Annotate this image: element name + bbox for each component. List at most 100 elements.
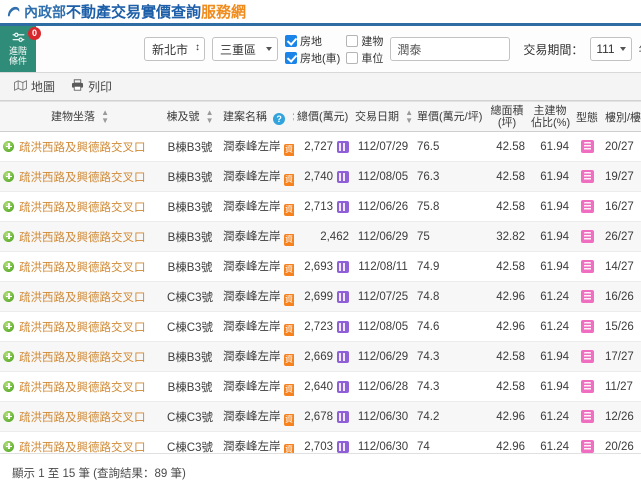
project-info-tag-icon[interactable]: 資 [283,353,294,366]
tab-map[interactable]: 地圖 [14,78,55,95]
expand-row-icon[interactable] [3,440,14,452]
results-table-container[interactable]: 建物坐落 ▲▼ 棟及號 ▲▼ 建案名稱 ? ▲▼ 總價(萬元) ▲▼ 交易日 [0,101,641,453]
col-header-address[interactable]: 建物坐落 ▲ ▼ [0,101,160,132]
cell-building-no: C棟C3號 [160,281,220,312]
table-row[interactable]: 疏洪西路及興德路交叉口 B棟B3號 潤泰峰左岸資 2,669 112/06/29 74.3… [0,341,641,372]
cell-address[interactable]: 疏洪西路及興德路交叉口 [0,341,160,372]
checkbox-building[interactable]: 建物 [346,33,383,49]
address-link[interactable]: 疏洪西路及興德路交叉口 [19,231,146,244]
col-header-project-name[interactable]: 建案名稱 ? ▲▼ [220,101,299,132]
cell-address[interactable]: 疏洪西路及興德路交叉口 [0,221,160,252]
tab-print-label: 列印 [88,80,113,94]
col-header-transaction-date[interactable]: 交易日期 ▲ ▼ [352,101,414,132]
col-header-type[interactable]: 型態 [572,101,602,132]
checkbox-house-land-box[interactable] [285,34,298,47]
project-info-tag-icon[interactable]: 資 [283,293,294,306]
cell-address[interactable]: 疏洪西路及興德路交叉口 [0,281,160,312]
advanced-conditions-button[interactable]: 進階 條件 0 [0,26,41,72]
project-info-tag-icon[interactable]: 資 [283,443,294,453]
project-info-tag-icon[interactable]: 資 [283,173,294,186]
expand-row-icon[interactable] [3,410,14,422]
cell-address[interactable]: 疏洪西路及興德路交叉口 [0,401,160,432]
price-detail-tag-icon[interactable] [337,200,349,213]
project-info-tag-icon[interactable]: 資 [283,233,294,246]
table-row[interactable]: 疏洪西路及興德路交叉口 B棟B3號 潤泰峰左岸資 2,462 112/06/29 75 32… [0,221,641,252]
col-header-floor[interactable]: 樓別/樓高 [602,101,641,132]
address-link[interactable]: 疏洪西路及興德路交叉口 [19,141,146,154]
checkbox-parking-box[interactable] [346,51,359,64]
col-header-total-price[interactable]: 總價(萬元) ▲▼ [294,101,362,132]
expand-row-icon[interactable] [3,290,14,302]
col-header-total-area[interactable]: 總面積 (坪) [486,101,528,132]
table-row[interactable]: 疏洪西路及興德路交叉口 B棟B3號 潤泰峰左岸資 2,693 112/08/11 74.9… [0,251,641,282]
price-detail-tag-icon[interactable] [337,410,349,423]
expand-row-icon[interactable] [3,200,14,212]
table-row[interactable]: 疏洪西路及興德路交叉口 B棟B3號 潤泰峰左岸資 2,727 112/07/29 76.5… [0,131,641,162]
sort-icon[interactable]: ▲▼ [205,108,214,126]
project-info-tag-icon[interactable]: 資 [283,263,294,276]
district-select[interactable]: 三重區 [212,37,279,61]
cell-address[interactable]: 疏洪西路及興德路交叉口 [0,191,160,222]
table-row[interactable]: 疏洪西路及興德路交叉口 B棟B3號 潤泰峰左岸資 2,713 112/06/26 75.8… [0,191,641,222]
address-link[interactable]: 疏洪西路及興德路交叉口 [19,411,146,424]
address-link[interactable]: 疏洪西路及興德路交叉口 [19,441,146,454]
table-row[interactable]: 疏洪西路及興德路交叉口 C棟C3號 潤泰峰左岸資 2,723 112/08/05 74.6… [0,311,641,342]
price-detail-tag-icon[interactable] [337,440,349,453]
expand-row-icon[interactable] [3,320,14,332]
price-detail-tag-icon[interactable] [337,170,349,183]
address-link[interactable]: 疏洪西路及興德路交叉口 [19,321,146,334]
table-row[interactable]: 疏洪西路及興德路交叉口 C棟C3號 潤泰峰左岸資 2,699 112/07/25 74.8… [0,281,641,312]
price-detail-tag-icon[interactable] [337,320,349,333]
price-detail-tag-icon[interactable] [337,290,349,303]
project-info-tag-icon[interactable]: 資 [283,413,294,426]
address-link[interactable]: 疏洪西路及興德路交叉口 [19,261,146,274]
address-link[interactable]: 疏洪西路及興德路交叉口 [19,171,146,184]
expand-row-icon[interactable] [3,350,14,362]
checkbox-house-land-parking[interactable]: 房地(車) [285,50,340,66]
sort-icon[interactable]: ▲▼ [101,108,109,126]
cell-address[interactable]: 疏洪西路及興德路交叉口 [0,251,160,282]
price-detail-tag-icon[interactable] [337,380,349,393]
col-header-main-building-ratio[interactable]: 主建物 佔比(%) [528,101,572,132]
col-header-unit-price[interactable]: 單價(萬元/坪) ▲▼ [414,101,496,132]
project-info-tag-icon[interactable]: 資 [283,323,294,336]
cell-unit-price: 74.6 [414,311,486,342]
price-detail-tag-icon[interactable] [337,260,349,273]
address-link[interactable]: 疏洪西路及興德路交叉口 [19,351,146,364]
cell-address[interactable]: 疏洪西路及興德路交叉口 [0,431,160,454]
table-row[interactable]: 疏洪西路及興德路交叉口 B棟B3號 潤泰峰左岸資 2,740 112/08/05 76.3… [0,161,641,192]
table-row[interactable]: 疏洪西路及興德路交叉口 C棟C3號 潤泰峰左岸資 2,678 112/06/30 74.2… [0,401,641,432]
cell-address[interactable]: 疏洪西路及興德路交叉口 [0,161,160,192]
cell-address[interactable]: 疏洪西路及興德路交叉口 [0,311,160,342]
cell-address[interactable]: 疏洪西路及興德路交叉口 [0,371,160,402]
project-info-tag-icon[interactable]: 資 [283,143,294,156]
expand-row-icon[interactable] [3,170,14,182]
keyword-search-input[interactable] [390,37,511,61]
expand-row-icon[interactable] [3,230,14,242]
total-area-text: 42.58 [496,380,525,393]
sort-icon[interactable]: ▲▼ [405,108,413,126]
price-detail-tag-icon[interactable] [337,350,349,363]
help-icon[interactable]: ? [273,112,286,125]
city-select[interactable]: 新北市 [144,37,206,61]
expand-row-icon[interactable] [3,260,14,272]
address-link[interactable]: 疏洪西路及興德路交叉口 [19,201,146,214]
tab-print[interactable]: 列印 [71,78,112,95]
cell-address[interactable]: 疏洪西路及興德路交叉口 [0,131,160,162]
period-year-from-select[interactable]: 111 [590,37,632,61]
address-link[interactable]: 疏洪西路及興德路交叉口 [19,381,146,394]
unit-price-text: 74.3 [417,350,440,363]
checkbox-house-land[interactable]: 房地 [285,33,340,49]
project-info-tag-icon[interactable]: 資 [283,383,294,396]
table-row[interactable]: 疏洪西路及興德路交叉口 C棟C3號 潤泰峰左岸資 2,703 112/06/30 74 42… [0,431,641,454]
expand-row-icon[interactable] [3,140,14,152]
col-header-building-no[interactable]: 棟及號 ▲ ▼ [160,101,220,132]
price-detail-tag-icon[interactable] [337,140,349,153]
checkbox-house-land-parking-box[interactable] [285,51,298,64]
checkbox-parking[interactable]: 車位 [346,50,383,66]
checkbox-building-box[interactable] [346,34,359,47]
project-info-tag-icon[interactable]: 資 [283,203,294,216]
address-link[interactable]: 疏洪西路及興德路交叉口 [19,291,146,304]
expand-row-icon[interactable] [3,380,14,392]
table-row[interactable]: 疏洪西路及興德路交叉口 B棟B3號 潤泰峰左岸資 2,640 112/06/28 74.3… [0,371,641,402]
